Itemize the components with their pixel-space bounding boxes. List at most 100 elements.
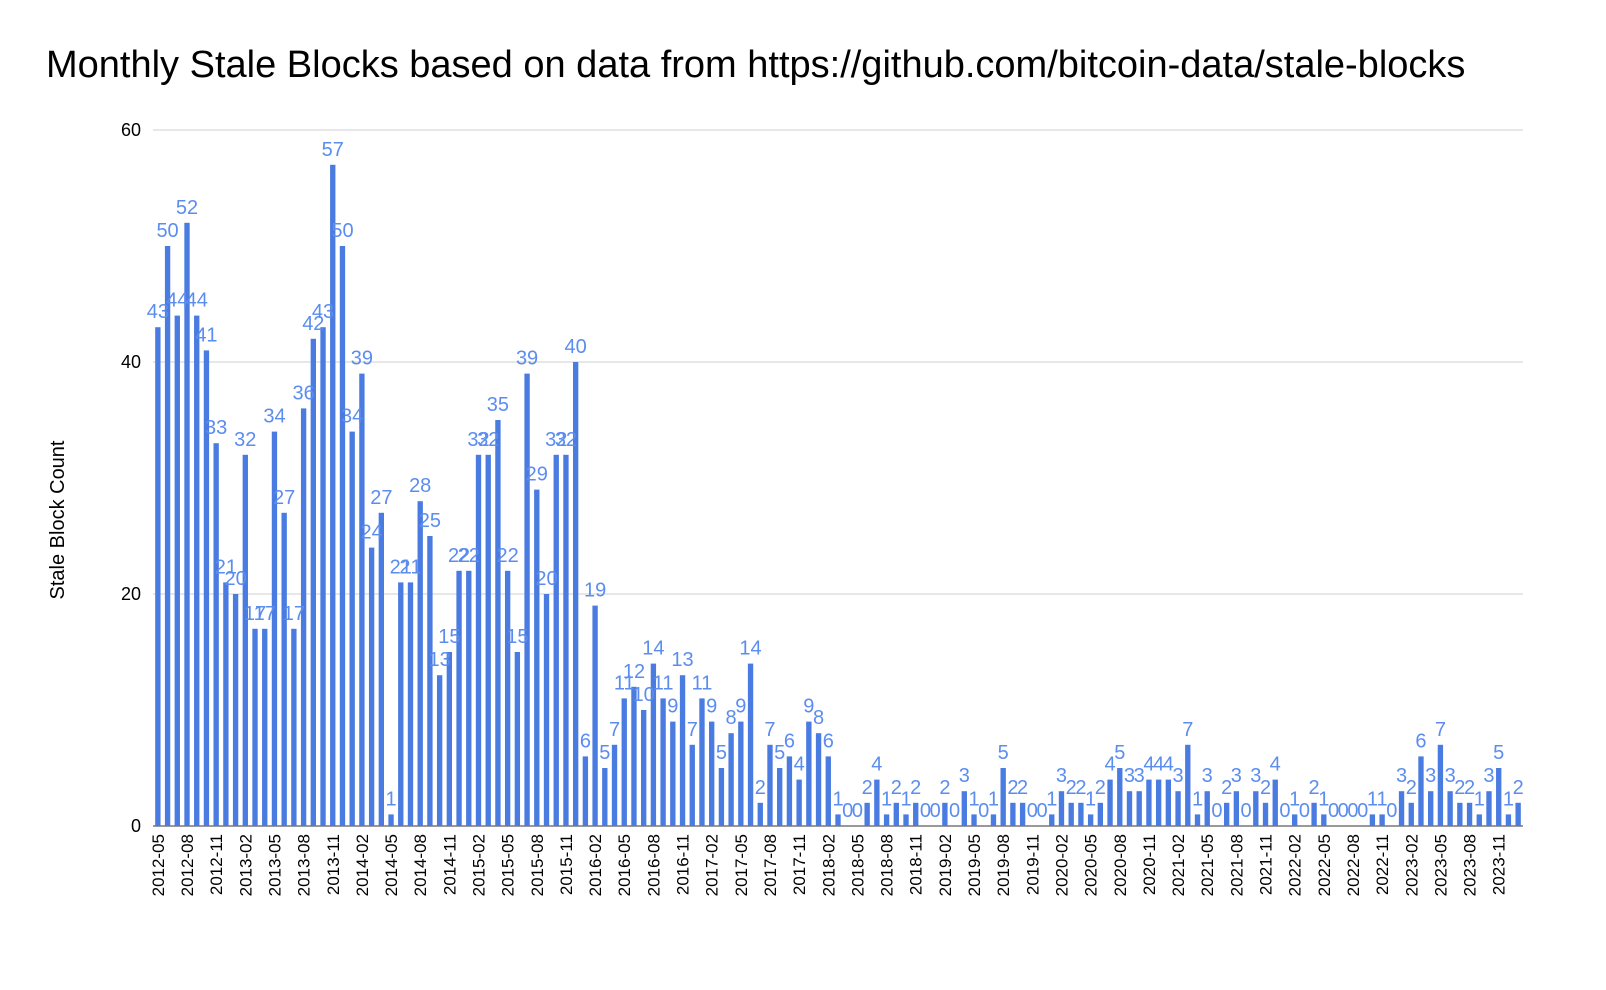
x-tick-label: 2015-11 [557, 834, 576, 895]
data-label: 6 [823, 730, 834, 752]
data-label: 3 [1445, 765, 1456, 787]
bar [203, 350, 210, 826]
bar [572, 362, 579, 826]
data-label: 3 [1250, 765, 1261, 787]
data-label: 9 [667, 696, 678, 718]
data-label: 0 [1386, 800, 1397, 822]
x-tick-label: 2012-08 [178, 834, 197, 896]
bar [427, 536, 433, 826]
x-tick-label: 2022-05 [1315, 834, 1334, 896]
data-label: 2 [1309, 777, 1320, 799]
bar [893, 802, 899, 826]
data-label: 5 [998, 742, 1009, 764]
data-label: 32 [555, 429, 577, 451]
x-tick-label: 2018-05 [848, 834, 867, 896]
bar [291, 628, 297, 826]
bar [262, 628, 268, 826]
data-label: 17 [283, 603, 305, 625]
bar [1379, 814, 1385, 826]
data-label: 1 [385, 788, 396, 810]
data-label: 22 [448, 545, 470, 567]
bar [660, 698, 666, 826]
bar [388, 814, 394, 826]
bar [835, 814, 841, 826]
data-label: 3 [1134, 765, 1145, 787]
x-tick-label: 2019-08 [994, 834, 1013, 896]
bar [747, 663, 754, 826]
x-tick-label: 2016-02 [586, 834, 605, 896]
bar [1185, 744, 1191, 826]
bar [1262, 802, 1269, 826]
x-tick-label: 2018-11 [907, 834, 926, 895]
data-label: 29 [526, 464, 548, 486]
x-tick-label: 2016-11 [674, 834, 693, 895]
data-label: 1 [1474, 788, 1485, 810]
data-label: 0 [842, 800, 853, 822]
bar [738, 721, 744, 826]
x-tick-label: 2020-02 [1052, 834, 1071, 896]
bar [310, 338, 316, 826]
bar [1515, 802, 1521, 826]
x-tick-label: 2014-02 [353, 834, 372, 896]
data-label: 32 [234, 429, 256, 451]
data-label: 7 [609, 719, 620, 741]
gridlines [153, 129, 1523, 827]
x-tick-label: 2023-11 [1490, 834, 1509, 895]
data-label: 13 [671, 649, 693, 671]
data-label: 4 [1143, 754, 1154, 776]
data-label: 32 [545, 429, 567, 451]
data-label: 33 [205, 417, 227, 439]
data-label: 0 [1027, 800, 1038, 822]
x-tick-label: 2016-05 [615, 834, 634, 896]
bar [1117, 768, 1123, 826]
data-label: 0 [920, 800, 931, 822]
bar [1194, 814, 1201, 826]
data-label: 1 [900, 788, 911, 810]
x-tick-label: 2019-11 [1023, 834, 1042, 895]
bar [1165, 779, 1172, 826]
bar [398, 582, 404, 826]
data-label: 44 [186, 290, 208, 312]
y-tick-label: 20 [121, 584, 141, 604]
bar [1078, 802, 1084, 826]
data-label: 1 [1503, 788, 1514, 810]
bar [271, 431, 278, 826]
x-tick-label: 2015-02 [469, 834, 488, 896]
data-label: 27 [370, 487, 392, 509]
data-label: 3 [1056, 765, 1067, 787]
data-label: 3 [1483, 765, 1494, 787]
y-axis-ticks: 0 20 40 60 [121, 120, 141, 836]
data-label: 40 [565, 336, 587, 358]
bar [223, 582, 229, 826]
data-label: 15 [506, 626, 528, 648]
x-tick-label: 2014-11 [440, 834, 459, 895]
data-label: 44 [166, 290, 188, 312]
bar [1107, 779, 1113, 826]
bar [1058, 791, 1065, 826]
bar [407, 582, 414, 826]
data-label: 7 [1435, 719, 1446, 741]
data-label: 41 [195, 324, 217, 346]
bar [232, 594, 239, 826]
data-label: 17 [244, 603, 266, 625]
bar [757, 802, 763, 826]
bar [1428, 791, 1434, 826]
x-tick-label: 2012-05 [149, 834, 168, 896]
x-tick-label: 2021-11 [1257, 834, 1276, 895]
data-label: 50 [156, 220, 178, 242]
data-label: 22 [458, 545, 480, 567]
bar [1457, 802, 1463, 826]
bar [524, 373, 530, 826]
data-label: 20 [224, 568, 246, 590]
data-label: 21 [215, 556, 237, 578]
data-label: 1 [881, 788, 892, 810]
bar [485, 454, 491, 826]
data-label: 2 [891, 777, 902, 799]
bar [1136, 791, 1142, 826]
x-tick-label: 2015-05 [499, 834, 518, 896]
data-label: 8 [726, 707, 737, 729]
bar [1418, 756, 1424, 826]
x-tick-label: 2019-05 [965, 834, 984, 896]
bar [1398, 791, 1405, 826]
x-tick-label: 2017-05 [732, 834, 751, 896]
